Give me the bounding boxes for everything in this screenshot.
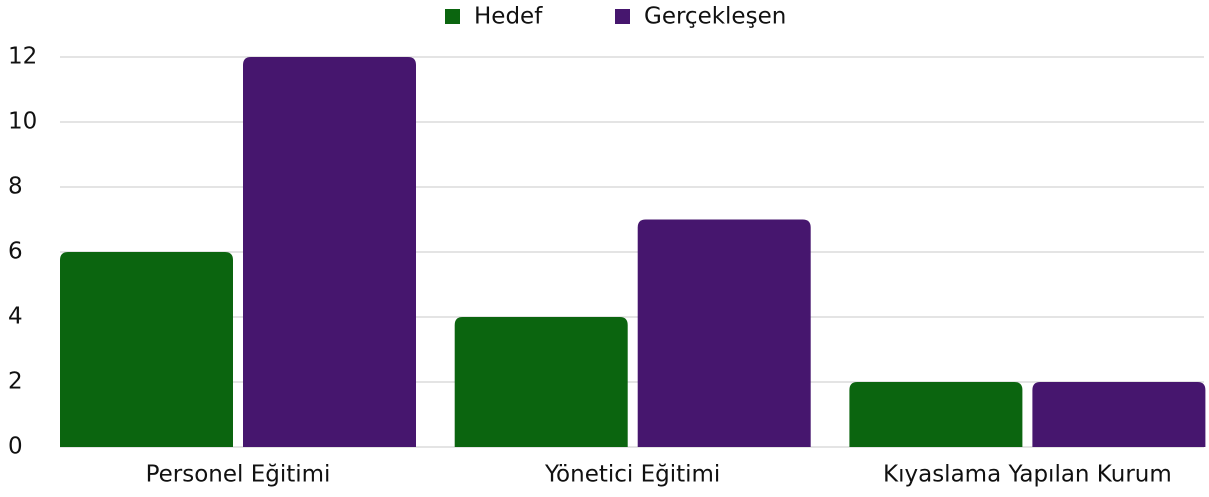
x-tick-label: Yönetici Eğitimi	[544, 462, 720, 488]
bar	[1032, 382, 1206, 447]
x-tick-label: Personel Eğitimi	[146, 462, 331, 488]
y-tick-label: 0	[8, 434, 23, 460]
bar	[454, 317, 628, 447]
x-tick-label: Kıyaslama Yapılan Kurum	[883, 462, 1172, 488]
y-tick-label: 12	[8, 44, 37, 70]
legend-label: Gerçekleşen	[644, 4, 786, 30]
y-tick-label: 8	[8, 174, 23, 200]
bar	[60, 252, 233, 447]
y-tick-label: 6	[8, 239, 23, 265]
bar	[243, 57, 416, 447]
y-tick-label: 10	[8, 109, 37, 135]
legend-swatch	[445, 9, 460, 24]
y-tick-label: 4	[8, 304, 23, 330]
y-tick-label: 2	[8, 369, 23, 395]
bar	[637, 219, 811, 447]
legend-swatch	[615, 9, 630, 24]
bar	[849, 382, 1023, 447]
legend-label: Hedef	[474, 4, 543, 30]
